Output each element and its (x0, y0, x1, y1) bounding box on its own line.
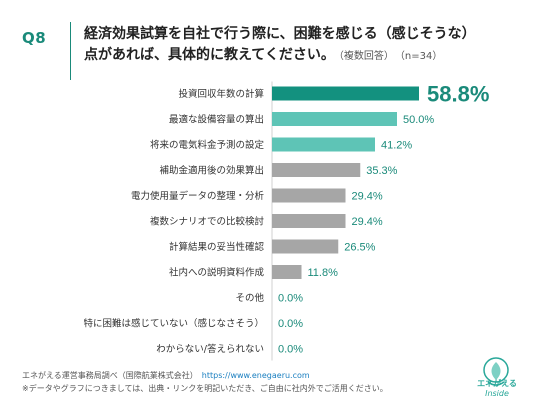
category-label: 補助金適用後の効果算出 (159, 165, 264, 177)
logo-text: エネがえる (477, 379, 517, 388)
title-line-1: 経済効果試算を自社で行う際に、困難を感じる（感じそうな） (84, 26, 476, 42)
bar (272, 112, 397, 126)
category-label: 投資回収年数の計算 (178, 88, 264, 100)
value-label: 41.2% (381, 140, 412, 152)
title-line-2: 点があれば、具体的に教えてください。 (84, 47, 335, 63)
category-label: わからない/答えられない (156, 343, 264, 355)
logo-subtext: Inside (485, 389, 509, 398)
category-label: その他 (235, 292, 264, 304)
bar (272, 239, 339, 254)
value-label: 0.0% (278, 293, 303, 305)
title-line-2-wrap: 点があれば、具体的に教えてください。 （複数回答） （n=34） (84, 45, 524, 67)
question-number: Q8 (22, 29, 47, 47)
value-label: 0.0% (278, 344, 303, 356)
category-label: 特に困難は感じていない（感じなさそう） (83, 318, 264, 330)
bar (272, 163, 361, 177)
bar (272, 188, 346, 203)
usage-note: ※データやグラフにつきましては、出典・リンクを明記いただき、ご自由に社内外でご活… (22, 384, 388, 393)
value-label: 26.5% (344, 242, 375, 254)
value-label: 58.8% (427, 82, 489, 107)
category-label: 最適な設備容量の算出 (169, 114, 264, 126)
value-label: 29.4% (352, 216, 383, 228)
category-label: 将来の電気料金予測の設定 (150, 139, 265, 151)
title-divider (70, 22, 71, 80)
chart-title: 経済効果試算を自社で行う際に、困難を感じる（感じそうな） 点があれば、具体的に教… (84, 24, 524, 67)
enegaeru-logo-icon (483, 357, 509, 386)
category-label: 社内への説明資料作成 (169, 267, 265, 279)
bar (272, 214, 346, 228)
multiple-answer-note: （複数回答） (338, 51, 394, 62)
value-label: 50.0% (403, 114, 434, 126)
value-label: 11.8% (308, 267, 339, 279)
category-label: 計算結果の妥当性確認 (169, 241, 265, 253)
source-note: エネがえる運営事務局調べ（国際航業株式会社） https://www.enegae… (22, 370, 310, 381)
value-label: 35.3% (366, 165, 397, 177)
source-link[interactable]: https://www.enegaeru.com (201, 371, 310, 380)
value-label: 29.4% (352, 191, 383, 203)
sample-size: （n=34） (399, 51, 443, 62)
value-label: 0.0% (278, 318, 303, 330)
source-text: エネがえる運営事務局調べ（国際航業株式会社） (22, 371, 198, 380)
category-label: 電力使用量データの整理・分析 (131, 190, 265, 202)
bar (272, 137, 375, 152)
category-label: 複数シナリオでの比較検討 (150, 216, 265, 228)
bar (272, 86, 419, 101)
bar (272, 265, 302, 279)
